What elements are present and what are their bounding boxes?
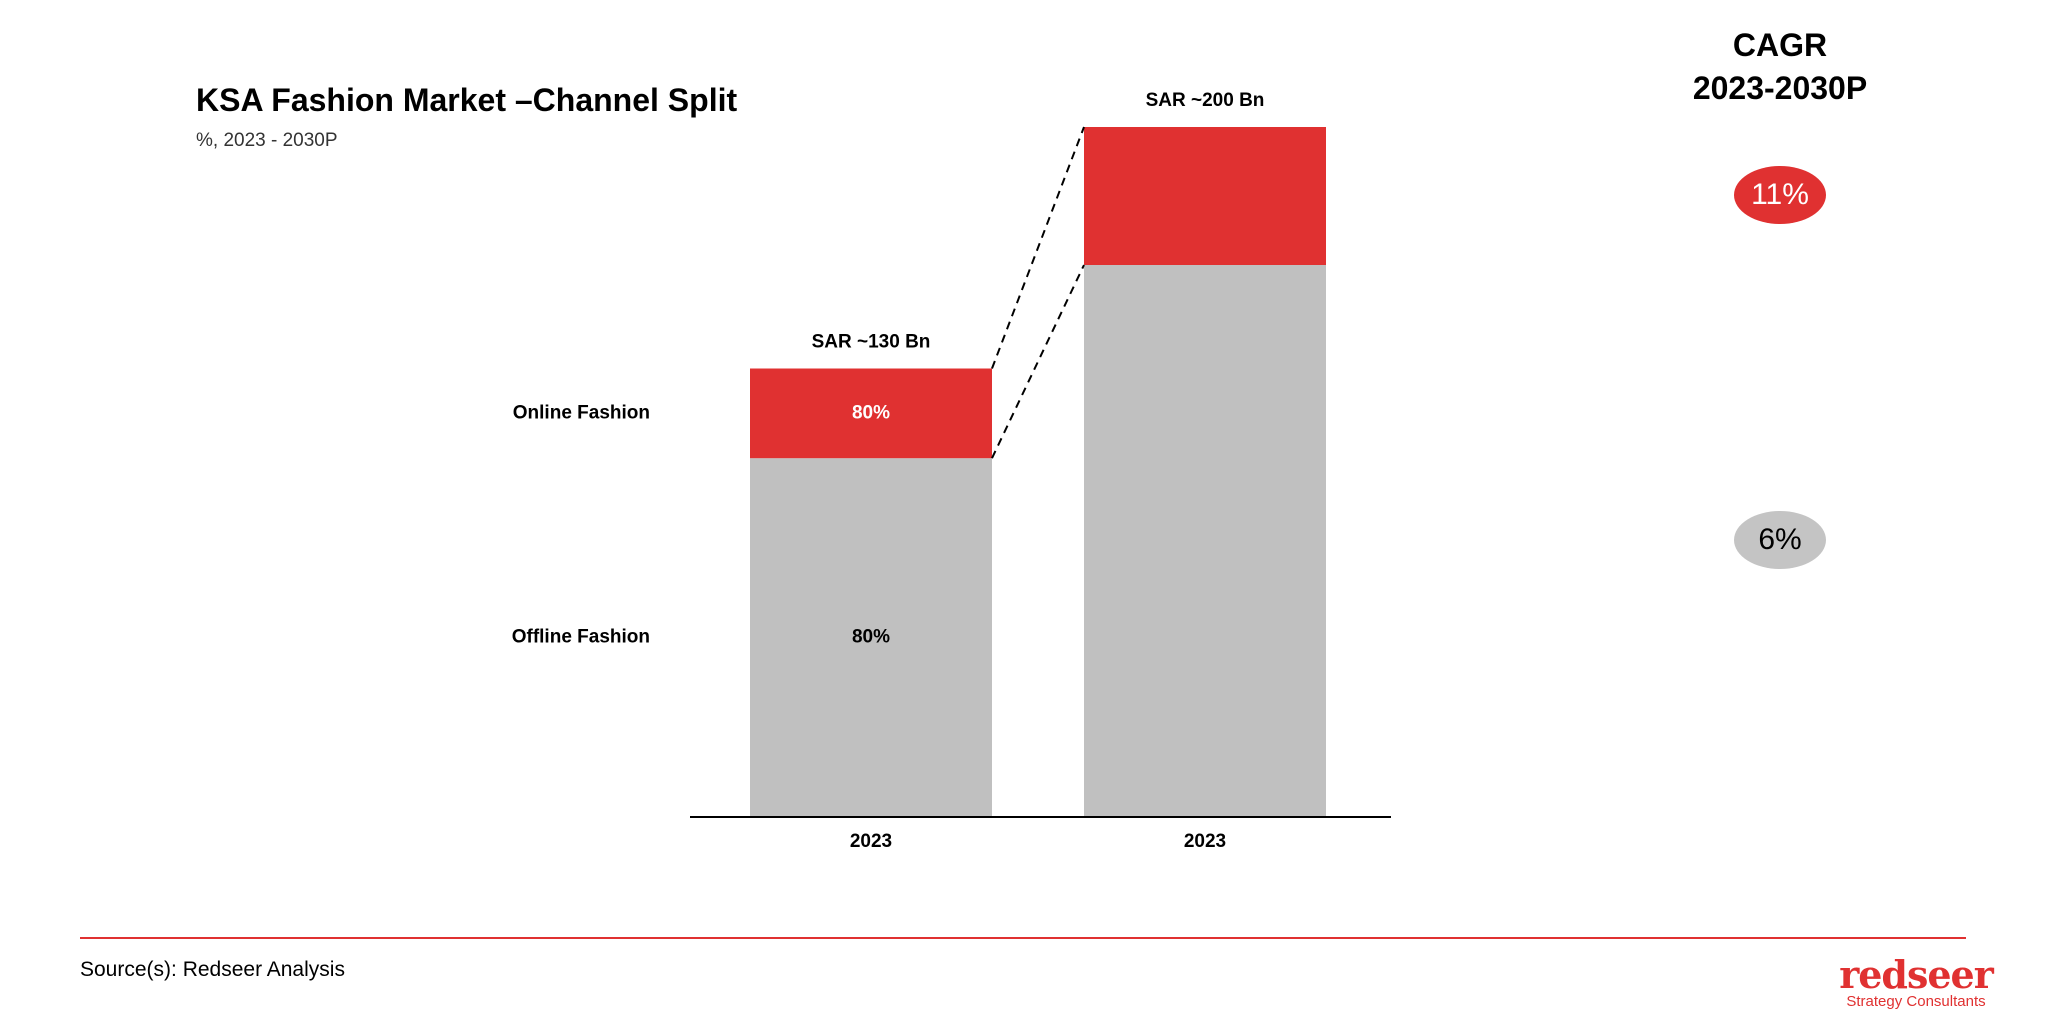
cagr-title: CAGR 2023-2030P bbox=[1660, 24, 1900, 110]
x-tick-label: 2023 bbox=[1184, 831, 1226, 852]
chart-subtitle: %, 2023 - 2030P bbox=[196, 130, 338, 151]
x-tick-label: 2023 bbox=[850, 831, 892, 852]
connector-split bbox=[991, 264, 1085, 459]
bar-online-fashion-0 bbox=[750, 368, 992, 459]
cagr-offline-badge: 6% bbox=[1734, 511, 1826, 569]
cagr-online-badge: 11% bbox=[1734, 166, 1826, 224]
bar-total-label: SAR ~200 Bn bbox=[1146, 90, 1265, 111]
bar-total-label: SAR ~130 Bn bbox=[812, 332, 931, 353]
cagr-title-line1: CAGR bbox=[1732, 27, 1828, 63]
bar-offline-fashion-1 bbox=[1084, 265, 1326, 817]
logo-tagline: Strategy Consultants bbox=[1846, 993, 1986, 1010]
chart-title: KSA Fashion Market –Channel Split bbox=[196, 82, 738, 118]
cagr-title-line2: 2023-2030P bbox=[1692, 70, 1868, 106]
segment-label: 80% bbox=[852, 627, 890, 648]
series-label-offline-fashion: Offline Fashion bbox=[512, 627, 650, 648]
footer-divider bbox=[80, 937, 1966, 939]
segment-label: 80% bbox=[852, 402, 890, 423]
bar-online-fashion-1 bbox=[1084, 127, 1326, 265]
source-note: Source(s): Redseer Analysis bbox=[80, 958, 345, 981]
stacked-bar-chart: 80% 80% SAR ~130 Bn 2023 SAR ~200 Bn 2023 Offl… bbox=[512, 90, 1391, 852]
series-label-online-fashion: Online Fashion bbox=[513, 402, 650, 423]
connector-top bbox=[991, 126, 1085, 369]
logo-wordmark: redseer bbox=[1839, 952, 1994, 997]
bar-offline-fashion-0 bbox=[750, 458, 992, 817]
redseer-logo: redseer Strategy Consultants bbox=[1826, 952, 2006, 1011]
